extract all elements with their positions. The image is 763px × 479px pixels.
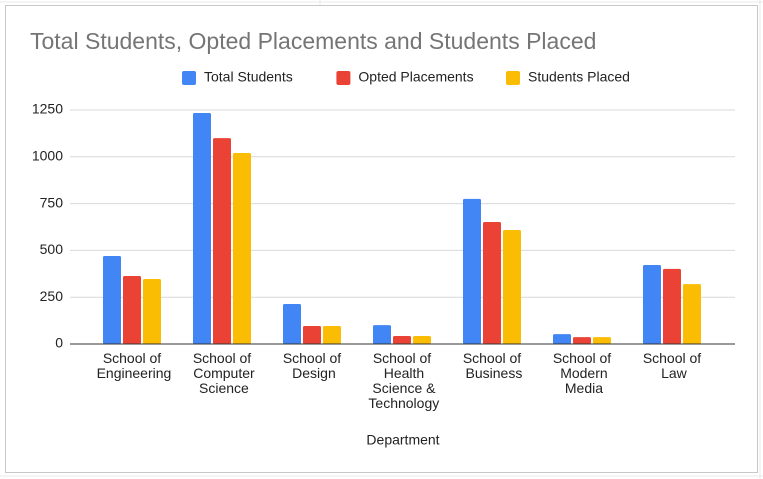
y-tick-label: 500: [40, 241, 64, 257]
x-tick-label: School of Health Science & Technology: [365, 350, 439, 411]
bar: [303, 326, 321, 344]
chart-frame: [5, 5, 758, 473]
legend-swatch: [506, 71, 520, 85]
bar: [683, 284, 701, 344]
bar: [213, 138, 231, 344]
bar: [373, 325, 391, 344]
y-tick-label: 250: [40, 288, 64, 304]
x-tick-label: School of Law: [643, 350, 701, 381]
bar: [413, 335, 431, 344]
x-tick-label: School of Computer Science: [189, 350, 255, 396]
bar: [663, 268, 681, 344]
x-tick-label: School of Modern Media: [553, 350, 611, 396]
bar: [593, 337, 611, 344]
y-tick-label: 0: [55, 335, 63, 351]
bar: [233, 153, 251, 344]
bar: [483, 221, 501, 344]
bar: [573, 337, 591, 344]
legend-label: Total Students: [204, 69, 293, 85]
legend-label: Students Placed: [528, 69, 630, 85]
bar: [283, 303, 301, 344]
y-tick-label: 1000: [32, 148, 63, 164]
x-tick-label: School of Engineering: [93, 350, 172, 381]
bar: [553, 334, 571, 344]
bar: [103, 256, 121, 344]
bar: [143, 279, 161, 344]
bar: [643, 265, 661, 344]
legend-label: Opted Placements: [358, 69, 473, 85]
bar: [393, 335, 411, 344]
legend-swatch: [182, 71, 196, 85]
x-axis-title: Department: [366, 432, 439, 448]
bar: [323, 326, 341, 344]
x-tick-label: School of Business: [462, 350, 523, 381]
chart-title: Total Students, Opted Placements and Stu…: [30, 28, 596, 54]
bar: [463, 198, 481, 344]
bar: [193, 112, 211, 344]
legend-swatch: [336, 71, 351, 85]
y-tick-label: 1250: [32, 101, 63, 117]
y-tick-label: 750: [40, 194, 64, 210]
x-tick-label: School of Design: [283, 350, 341, 381]
bar: [123, 276, 141, 344]
bar: [503, 229, 521, 344]
